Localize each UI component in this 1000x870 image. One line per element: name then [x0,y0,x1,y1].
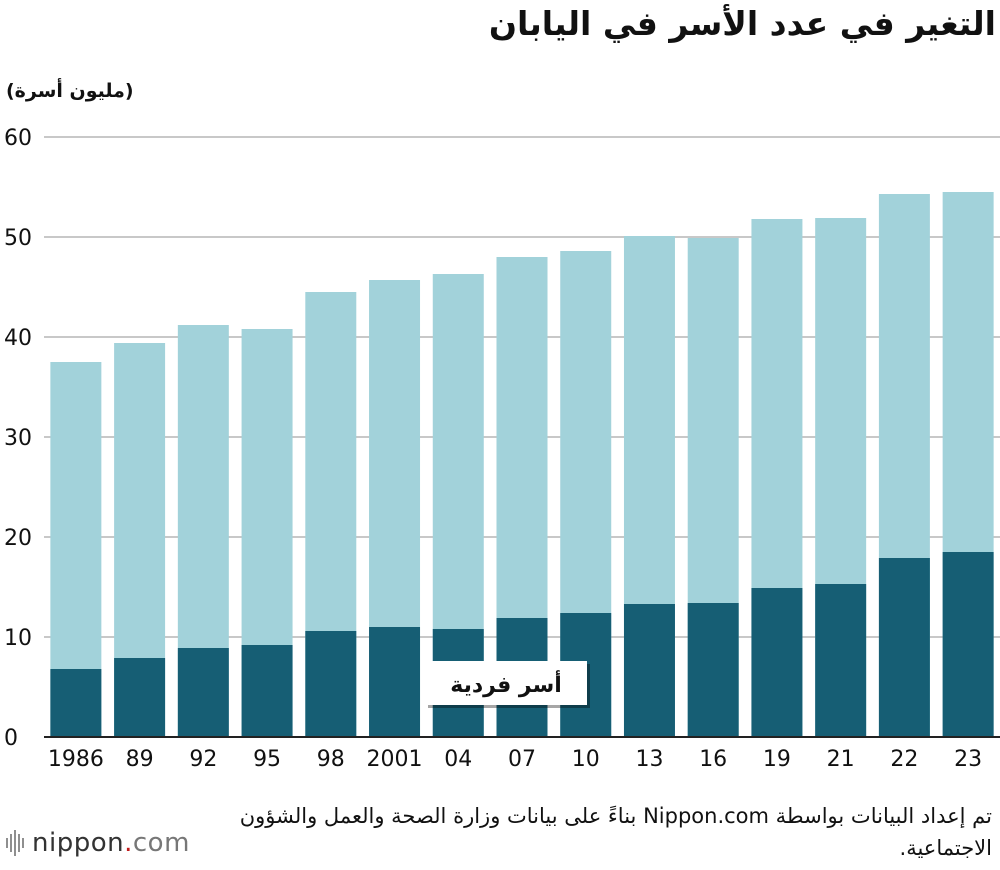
source-note: تم إعداد البيانات بواسطة Nippon.com بناء… [239,804,992,860]
y-tick-label: 30 [4,426,32,451]
x-tick-label: 04 [444,747,472,772]
bar-single-households [942,552,994,737]
bar-single-households [369,627,421,737]
series-label-single-households: أسر فردية [450,669,562,698]
logo-tld: com [132,828,190,858]
bar-single-households [815,584,867,737]
x-tick-label: 92 [189,747,217,772]
logo-mark-icon [6,830,24,856]
y-axis-unit-label: (مليون أسرة) [6,80,134,102]
bar-single-households [50,669,102,737]
bar-single-households [177,648,229,737]
bar-single-households [687,603,739,737]
logo-text: nippon.com [32,828,190,858]
y-tick-label: 0 [4,726,18,751]
x-tick-label: 98 [317,747,345,772]
x-tick-label: 89 [126,747,154,772]
x-tick-label: 07 [508,747,536,772]
bar-single-households [305,631,357,737]
chart-title: التغير في عدد الأسر في اليابان [488,4,996,43]
y-tick-label: 20 [4,526,32,551]
y-tick-label: 10 [4,626,32,651]
nippon-logo: nippon.com [6,828,190,858]
x-tick-label: 13 [635,747,663,772]
bar-chart: 0 10 20 30 40 50 60 1986 89 92 95 98 2001 04 07 10 13 16 1… [4,126,1000,772]
x-tick-label: 1986 [48,747,104,772]
x-tick-label: 19 [763,747,791,772]
x-tick-label: 16 [699,747,727,772]
logo-name: nippon [32,828,125,858]
x-tick-label: 95 [253,747,281,772]
bar-single-households [114,658,166,737]
y-tick-label: 40 [4,326,32,351]
x-tick-label: 10 [572,747,600,772]
x-tick-label: 23 [954,747,982,772]
y-tick-label: 60 [4,126,32,151]
y-tick-label: 50 [4,226,32,251]
logo-dot: . [124,828,133,858]
x-tick-label: 2001 [367,747,423,772]
legend-label-box [425,661,587,705]
x-tick-label: 22 [890,747,918,772]
bar-single-households [751,588,803,737]
x-tick-label: 21 [827,747,855,772]
bar-single-households [878,558,930,737]
bar-single-households [623,604,675,737]
bar-single-households [241,645,293,737]
